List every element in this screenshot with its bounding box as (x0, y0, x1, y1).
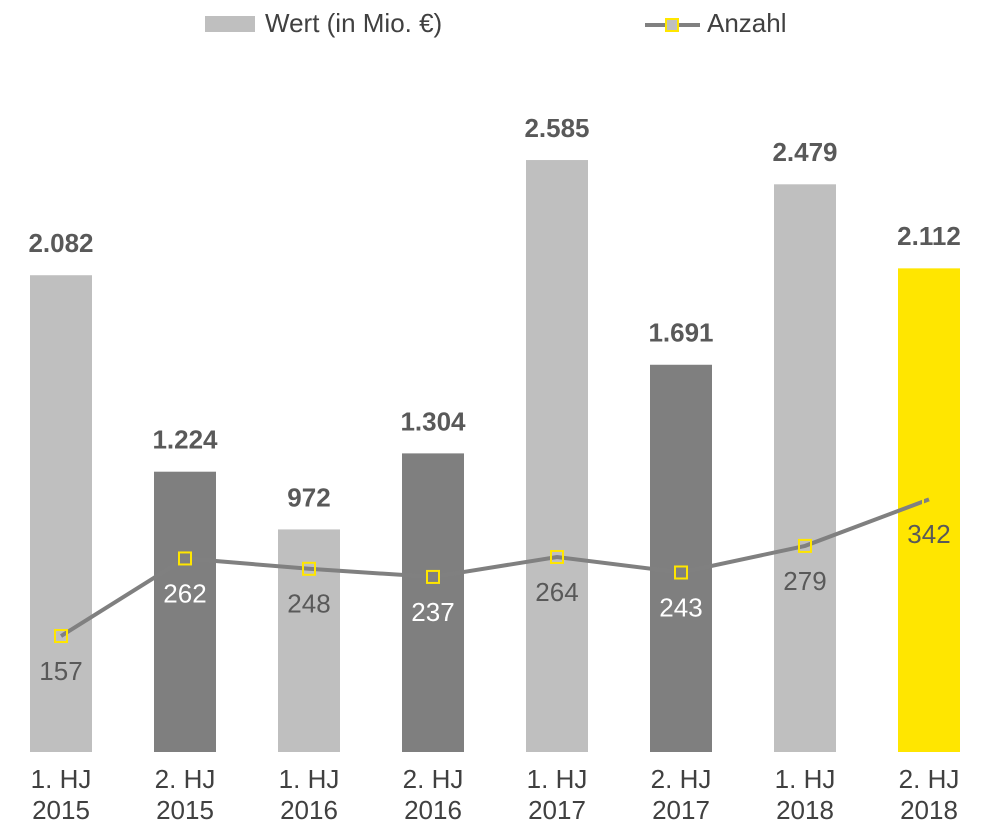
bar (402, 453, 464, 752)
legend-swatch-bar (205, 16, 255, 32)
bar (526, 160, 588, 752)
line-marker (798, 538, 812, 553)
line-value-label: 262 (163, 578, 206, 608)
bar-value-label: 2.479 (772, 137, 837, 167)
line-value-label: 342 (907, 519, 950, 549)
bar-value-label: 1.691 (648, 318, 713, 348)
x-tick-label: 2. HJ 2015 (154, 764, 216, 825)
line-marker (426, 569, 440, 584)
bar-value-label: 1.304 (400, 406, 466, 436)
bar-value-label: 2.112 (897, 221, 961, 251)
x-tick-label: 2. HJ 2017 (650, 764, 712, 825)
legend-marker (665, 18, 679, 32)
x-tick-label: 1. HJ 2017 (526, 764, 588, 825)
legend-label: Anzahl (707, 8, 787, 38)
bar-value-label: 1.224 (152, 425, 218, 455)
line-marker (302, 561, 316, 576)
bar (30, 275, 92, 752)
line-value-label: 243 (659, 592, 702, 622)
line-value-label: 157 (39, 656, 82, 686)
line-marker (674, 565, 688, 580)
bar-value-label: 2.585 (524, 113, 589, 143)
legend-label: Wert (in Mio. €) (265, 8, 442, 38)
line (59, 497, 930, 638)
x-tick-label: 2. HJ 2016 (402, 764, 464, 825)
bar-value-label: 972 (287, 482, 330, 512)
bar (650, 364, 712, 752)
line-value-label: 248 (287, 589, 330, 619)
bar (154, 471, 216, 752)
x-tick-label: 1. HJ 2015 (30, 764, 92, 825)
line-value-label: 237 (411, 597, 454, 627)
line-marker (550, 549, 564, 564)
line-marker (178, 551, 192, 566)
line-marker (922, 492, 936, 507)
bar-value-label: 2.082 (28, 228, 93, 258)
line-value-label: 264 (535, 577, 578, 607)
bar (774, 184, 836, 752)
x-tick-label: 2. HJ 2018 (898, 764, 960, 825)
x-tick-label: 1. HJ 2016 (278, 764, 340, 825)
line-marker (54, 629, 68, 644)
line-value-label: 279 (783, 566, 826, 596)
x-tick-label: 1. HJ 2018 (774, 764, 836, 825)
bar (898, 268, 960, 752)
